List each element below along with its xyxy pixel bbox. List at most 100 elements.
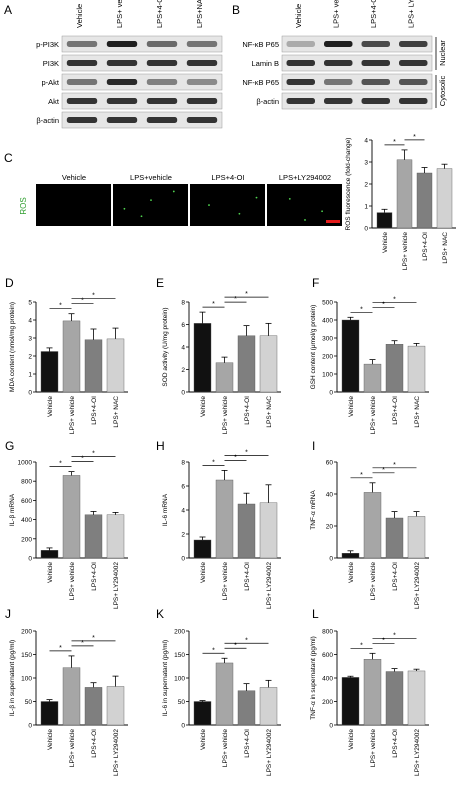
x-tick-label: LPS+ vehicle — [370, 396, 377, 435]
chart-I: I 0 20 40 60 TNF-α mRNA Vehicle LPS+ vehicle LPS… — [310, 439, 429, 609]
x-tick-label: LPS+4-OI — [91, 396, 98, 425]
blot-band — [399, 60, 428, 66]
y-tick-label: 40 — [326, 492, 334, 499]
y-tick-label: 0 — [181, 556, 185, 563]
sig-star: * — [413, 134, 416, 141]
x-tick-label: Vehicle — [200, 729, 207, 750]
blot-strip — [281, 92, 433, 110]
x-tick-label: LPS+ NAC — [266, 396, 273, 428]
x-tick-label: LPS+ LY294002 — [266, 729, 273, 776]
row-label: Lamin B — [251, 59, 279, 68]
x-tick-label: LPS+4-OI — [91, 729, 98, 758]
y-tick-label: 150 — [174, 652, 185, 659]
sig-star: * — [234, 642, 237, 649]
blot-band — [146, 79, 178, 85]
y-tick-label: 6 — [181, 484, 185, 491]
blot-band — [186, 117, 218, 123]
y-axis-label: IL-β in supernatant (pg/ml) — [9, 640, 16, 716]
sig-star: * — [92, 635, 95, 642]
sig-star: * — [59, 303, 62, 310]
x-tick-label: LPS+ NAC — [414, 396, 421, 428]
row-label: Akt — [48, 97, 60, 106]
blot-strip — [61, 73, 223, 91]
chart-F: F 0 100 200 300 400 500 GSH content (μmol/g pro… — [310, 276, 429, 434]
blot-band — [324, 98, 353, 104]
x-tick-label: LPS+ NAC — [113, 396, 120, 428]
y-tick-label: 600 — [21, 498, 32, 505]
blot-band — [146, 60, 178, 66]
bar — [193, 323, 212, 393]
x-tick-label: Vehicle — [200, 562, 207, 583]
x-tick-label: Vehicle — [348, 729, 355, 750]
sig-star: * — [382, 637, 385, 644]
y-tick-label: 100 — [174, 676, 185, 683]
blot-band — [286, 79, 315, 85]
y-tick-label: 200 — [322, 354, 333, 361]
blot-band — [186, 79, 218, 85]
y-tick-label: 2 — [181, 532, 185, 539]
y-tick-label: 3 — [28, 336, 32, 343]
lane-label: LPS+ LY294002 — [406, 0, 415, 28]
bar — [363, 363, 382, 393]
row-label: NF-κB P65 — [242, 40, 279, 49]
sig-star: * — [382, 301, 385, 308]
panel-letter: E — [156, 276, 164, 290]
panel-letter: I — [312, 439, 315, 453]
x-tick-label: LPS+4-OI — [244, 729, 251, 758]
image-label: LPS+LY294002 — [279, 173, 331, 182]
y-axis-label: ROS fluorescence (fold-change) — [345, 138, 352, 231]
lane-label: LPS+4-OI — [155, 0, 164, 28]
x-tick-label: LPS+ vehicle — [69, 729, 76, 768]
bar — [40, 351, 59, 393]
chart-E: E 0 2 4 6 8 SOD activity (U/mg protein) Vehicle… — [156, 276, 281, 434]
y-tick-label: 200 — [322, 699, 333, 706]
sig-star: * — [92, 451, 95, 458]
sig-star: * — [59, 461, 62, 468]
x-tick-label: Vehicle — [382, 232, 389, 253]
y-axis-label: IL-β mRNA — [9, 493, 16, 526]
y-tick-label: 2 — [181, 367, 185, 374]
bar — [84, 687, 103, 726]
group-label: Nuclear — [438, 40, 447, 66]
blot-band — [186, 41, 218, 47]
bar — [40, 701, 59, 726]
fluorescence-image — [267, 184, 342, 226]
image-label: Vehicle — [62, 173, 86, 182]
blot-strip — [281, 54, 433, 72]
blot-band — [106, 79, 138, 85]
sig-star: * — [360, 642, 363, 649]
y-tick-label: 2 — [28, 354, 32, 361]
sig-star: * — [81, 456, 84, 463]
fluorescence-spot — [321, 210, 323, 213]
x-tick-label: LPS+ vehicle — [370, 729, 377, 768]
bar — [259, 335, 278, 393]
y-tick-label: 2 — [364, 182, 368, 189]
bar — [363, 659, 382, 726]
blot-band — [146, 98, 178, 104]
bar — [84, 514, 103, 559]
panel-letter: C — [4, 151, 13, 165]
bar — [385, 517, 404, 559]
chart-C: 0 1 2 3 4 ROS fluorescence (fold-change) Vehic… — [345, 134, 456, 270]
y-axis-label: MDA content (nmol/mg protein) — [9, 302, 16, 392]
panel-letter: L — [312, 607, 319, 621]
bar — [215, 662, 234, 726]
bar — [396, 159, 413, 229]
sig-star: * — [92, 293, 95, 300]
y-tick-label: 0 — [329, 390, 333, 397]
sig-star: * — [393, 632, 396, 639]
y-tick-label: 200 — [21, 536, 32, 543]
x-tick-label: LPS+ vehicle — [69, 396, 76, 435]
bar — [193, 539, 212, 559]
blot-band — [66, 117, 98, 123]
bar — [237, 335, 256, 393]
x-tick-label: Vehicle — [348, 396, 355, 417]
sig-star: * — [245, 449, 248, 456]
bar — [341, 553, 360, 559]
y-axis-label: GSH content (μmol/g protein) — [310, 305, 317, 390]
bar — [106, 514, 125, 559]
blot-band — [106, 117, 138, 123]
blot-band — [66, 41, 98, 47]
sig-star: * — [245, 637, 248, 644]
y-tick-label: 100 — [322, 372, 333, 379]
